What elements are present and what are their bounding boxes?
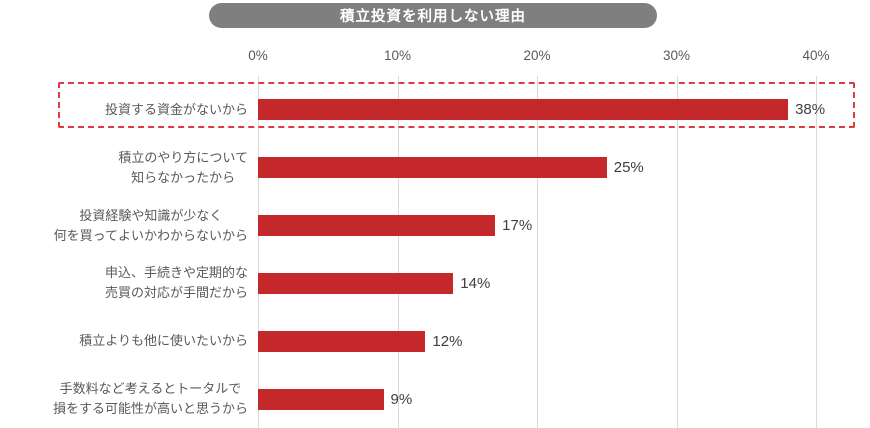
- category-label: 申込、手続きや定期的な 売買の対応が手間だから: [104, 265, 248, 301]
- chart-title-pill: 積立投資を利用しない理由: [209, 3, 657, 28]
- value-label: 14%: [460, 274, 491, 292]
- category-label: 積立よりも他に使いたいから: [79, 333, 248, 349]
- value-label: 25%: [613, 159, 644, 177]
- gridline: [397, 76, 399, 428]
- chart-title: 積立投資を利用しない理由: [340, 9, 526, 25]
- bar: [258, 330, 426, 352]
- chart-row: 積立のやり方について 知らなかったから 25%: [0, 139, 870, 197]
- value-label: 12%: [432, 332, 463, 350]
- chart-row: 申込、手続きや定期的な 売買の対応が手間だから 14%: [0, 254, 870, 312]
- chart-row: 手数料など考えるとトータルで 損をする可能性が高いと思うから 9%: [0, 370, 870, 428]
- bar: [258, 272, 454, 294]
- bar: [258, 388, 384, 410]
- category-label: 積立のやり方について 知らなかったから: [118, 149, 248, 185]
- bar: [258, 215, 496, 237]
- x-tick-label: 0%: [248, 48, 268, 63]
- category-label-cell: 積立のやり方について 知らなかったから: [0, 148, 258, 188]
- category-label-cell: 積立よりも他に使いたいから: [0, 331, 258, 351]
- gridline: [816, 76, 817, 428]
- x-tick-label: 40%: [802, 48, 830, 63]
- value-label: 9%: [390, 390, 413, 408]
- x-tick-label: 10%: [383, 48, 412, 63]
- gridline: [258, 76, 259, 428]
- value-label: 17%: [502, 217, 533, 235]
- chart-row: 投資経験や知識が少なく 何を買ってよいかわからないから 17%: [0, 197, 870, 255]
- category-label-cell: 投資経験や知識が少なく 何を買ってよいかわからないから: [0, 206, 258, 246]
- category-label: 手数料など考えるとトータルで 損をする可能性が高いと思うから: [52, 381, 248, 417]
- category-label: 投資経験や知識が少なく 何を買ってよいかわからないから: [53, 207, 248, 243]
- bar: [258, 157, 607, 179]
- value-label: 38%: [795, 101, 826, 119]
- category-label-cell: 申込、手続きや定期的な 売買の対応が手間だから: [0, 263, 258, 303]
- category-label-cell: 手数料など考えるとトータルで 損をする可能性が高いと思うから: [0, 379, 258, 419]
- gridline: [676, 76, 678, 428]
- bar: [258, 99, 789, 121]
- chart-rows: 投資する資金がないから 38% 積立のやり方について 知らなかったから 25% …: [0, 81, 870, 428]
- chart-row: 投資する資金がないから 38%: [0, 81, 870, 139]
- category-label: 投資する資金がないから: [104, 101, 248, 117]
- x-axis: 0% 10% 20% 30% 40%: [248, 48, 829, 70]
- category-label-cell: 投資する資金がないから: [0, 100, 258, 120]
- x-tick-label: 20%: [523, 48, 551, 63]
- chart-row: 積立よりも他に使いたいから 12%: [0, 312, 870, 370]
- gridline: [537, 76, 538, 428]
- x-tick-label: 30%: [662, 48, 691, 63]
